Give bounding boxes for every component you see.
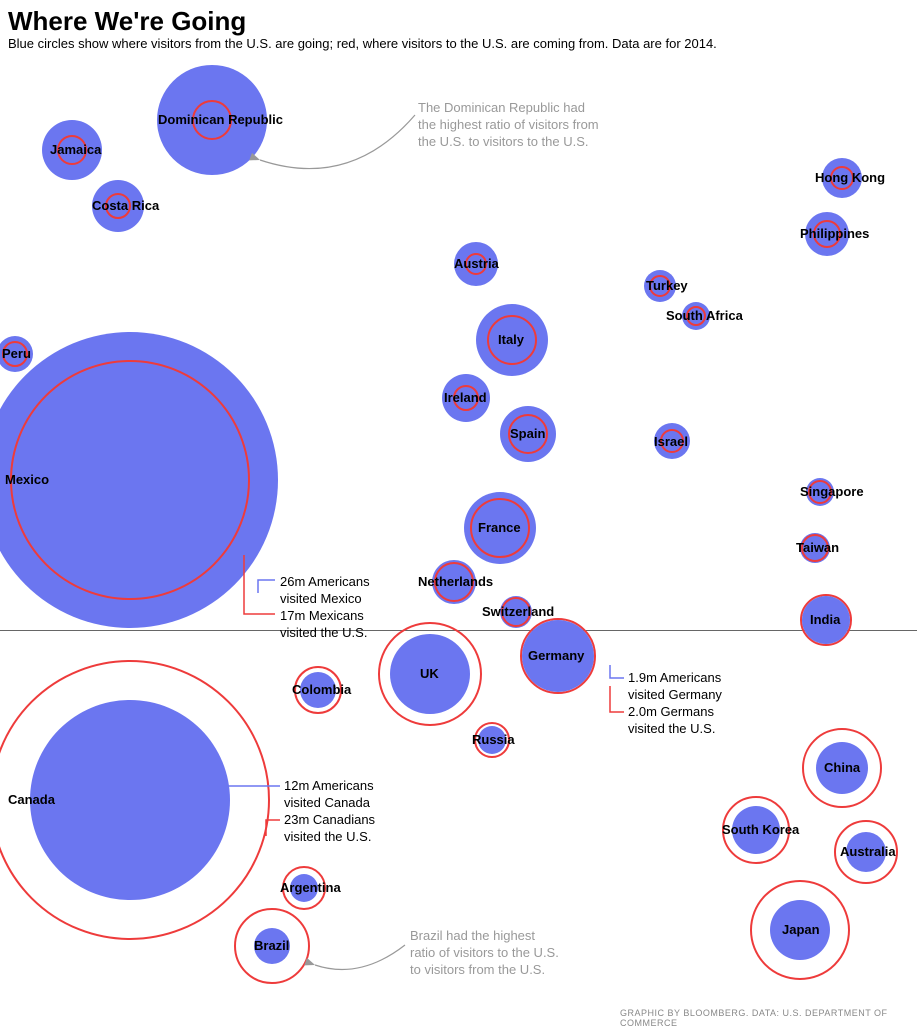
callout-leader bbox=[608, 684, 626, 714]
bubble-label: Argentina bbox=[280, 880, 341, 895]
source-credit: GRAPHIC BY BLOOMBERG. DATA: U.S. DEPARTM… bbox=[620, 1008, 917, 1028]
bubble-label: Costa Rica bbox=[92, 198, 159, 213]
callout-leader bbox=[608, 663, 626, 680]
bubble-label: Ireland bbox=[444, 390, 487, 405]
bubble-label: Spain bbox=[510, 426, 545, 441]
bubble-label: France bbox=[478, 520, 521, 535]
bubble-label: Japan bbox=[782, 922, 820, 937]
bubble-label: Germany bbox=[528, 648, 584, 663]
bubble-label: Israel bbox=[654, 434, 688, 449]
callout-mexico: 26m Americansvisited Mexico17m Mexicansv… bbox=[280, 574, 370, 642]
callout-canada: 12m Americansvisited Canada23m Canadians… bbox=[284, 778, 375, 846]
callout-line: 2.0m Germans bbox=[628, 704, 722, 721]
callout-leader bbox=[242, 553, 277, 616]
callout-leader bbox=[226, 784, 282, 788]
bubble-label: Jamaica bbox=[50, 142, 101, 157]
callout-line: 12m Americans bbox=[284, 778, 375, 795]
callout-line: 17m Mexicans bbox=[280, 608, 370, 625]
bubble-label: Russia bbox=[472, 732, 515, 747]
callout-line: 26m Americans bbox=[280, 574, 370, 591]
callout-line: 23m Canadians bbox=[284, 812, 375, 829]
annotation-dominican: The Dominican Republic hadthe highest ra… bbox=[418, 100, 599, 151]
bubble-chart: Where We're GoingBlue circles show where… bbox=[0, 0, 917, 1024]
bubble-label: Singapore bbox=[800, 484, 864, 499]
callout-line: visited Mexico bbox=[280, 591, 370, 608]
bubble-label: Philippines bbox=[800, 226, 869, 241]
bubble-label: Australia bbox=[840, 844, 896, 859]
callout-line: visited Canada bbox=[284, 795, 375, 812]
bubble-label: China bbox=[824, 760, 860, 775]
bubble-label: Switzerland bbox=[482, 604, 554, 619]
bubble-label: Austria bbox=[454, 256, 499, 271]
bubble-label: Italy bbox=[498, 332, 524, 347]
bubble-label: Peru bbox=[2, 346, 31, 361]
bubble-label: Taiwan bbox=[796, 540, 839, 555]
annotation-brazil: Brazil had the highestratio of visitors … bbox=[410, 928, 559, 979]
bubble-label: Netherlands bbox=[418, 574, 493, 589]
chart-title: Where We're Going bbox=[8, 6, 246, 37]
callout-line: visited Germany bbox=[628, 687, 722, 704]
callout-line: visited the U.S. bbox=[280, 625, 370, 642]
callout-line: 1.9m Americans bbox=[628, 670, 722, 687]
bubble-label: South Korea bbox=[722, 822, 799, 837]
annotation-arrow bbox=[250, 100, 430, 200]
bubble-label: South Africa bbox=[666, 308, 743, 323]
bubble-label: Turkey bbox=[646, 278, 688, 293]
bubble-label: India bbox=[810, 612, 840, 627]
chart-subtitle: Blue circles show where visitors from th… bbox=[8, 36, 717, 51]
bubble-blue bbox=[30, 700, 230, 900]
bubble-label: Mexico bbox=[5, 472, 49, 487]
callout-leader bbox=[264, 818, 282, 838]
callout-germany: 1.9m Americansvisited Germany2.0m German… bbox=[628, 670, 722, 738]
bubble-label: Canada bbox=[8, 792, 55, 807]
bubble-label: UK bbox=[420, 666, 439, 681]
callout-line: visited the U.S. bbox=[284, 829, 375, 846]
bubble-label: Hong Kong bbox=[815, 170, 885, 185]
bubble-label: Colombia bbox=[292, 682, 351, 697]
callout-line: visited the U.S. bbox=[628, 721, 722, 738]
bubble-label: Brazil bbox=[254, 938, 289, 953]
annotation-arrow bbox=[300, 920, 420, 990]
